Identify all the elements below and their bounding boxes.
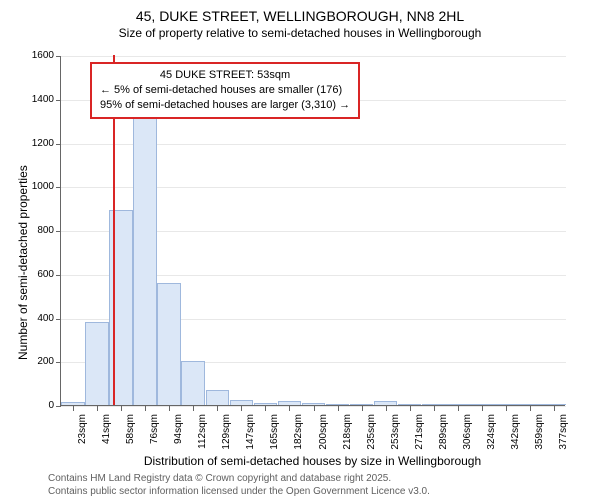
- y-tick: 1200: [16, 138, 54, 149]
- y-tick: 800: [16, 225, 54, 236]
- footer-line1: Contains HM Land Registry data © Crown c…: [48, 472, 430, 485]
- x-axis-label: Distribution of semi-detached houses by …: [60, 454, 565, 468]
- histogram-bar: [326, 404, 350, 405]
- annot-line2: ← 5% of semi-detached houses are smaller…: [100, 83, 350, 98]
- histogram-bar: [446, 404, 470, 405]
- title-line1: 45, DUKE STREET, WELLINGBOROUGH, NN8 2HL: [0, 8, 600, 24]
- histogram-bar: [206, 390, 230, 405]
- y-tick: 200: [16, 356, 54, 367]
- histogram-bar: [398, 404, 422, 405]
- histogram-bar: [133, 118, 157, 405]
- gridline: [61, 56, 566, 57]
- histogram-bar: [494, 404, 518, 405]
- chart-title: 45, DUKE STREET, WELLINGBOROUGH, NN8 2HL…: [0, 0, 600, 40]
- histogram-bar: [422, 404, 446, 405]
- annot-line1: 45 DUKE STREET: 53sqm: [100, 68, 350, 83]
- histogram-bar: [85, 322, 109, 405]
- y-tick: 400: [16, 313, 54, 324]
- footer-line2: Contains public sector information licen…: [48, 485, 430, 498]
- annotation-box: 45 DUKE STREET: 53sqm← 5% of semi-detach…: [90, 62, 360, 119]
- footer-attribution: Contains HM Land Registry data © Crown c…: [48, 472, 430, 498]
- histogram-bar: [254, 403, 278, 405]
- histogram-bar: [157, 283, 181, 406]
- y-tick: 1400: [16, 94, 54, 105]
- title-line2: Size of property relative to semi-detach…: [0, 26, 600, 40]
- y-tick: 1000: [16, 181, 54, 192]
- histogram-bar: [542, 404, 566, 405]
- histogram-bar: [518, 404, 542, 405]
- histogram-bar: [181, 361, 205, 405]
- y-tick: 1600: [16, 50, 54, 61]
- annot-line3: 95% of semi-detached houses are larger (…: [100, 98, 350, 113]
- histogram-bar: [278, 401, 302, 405]
- histogram-bar: [374, 401, 398, 405]
- histogram-bar: [350, 404, 374, 405]
- y-tick: 0: [16, 400, 54, 411]
- y-tick: 600: [16, 269, 54, 280]
- histogram-bar: [61, 402, 85, 405]
- histogram-bar: [470, 404, 494, 405]
- histogram-bar: [230, 400, 254, 405]
- histogram-bar: [302, 403, 326, 405]
